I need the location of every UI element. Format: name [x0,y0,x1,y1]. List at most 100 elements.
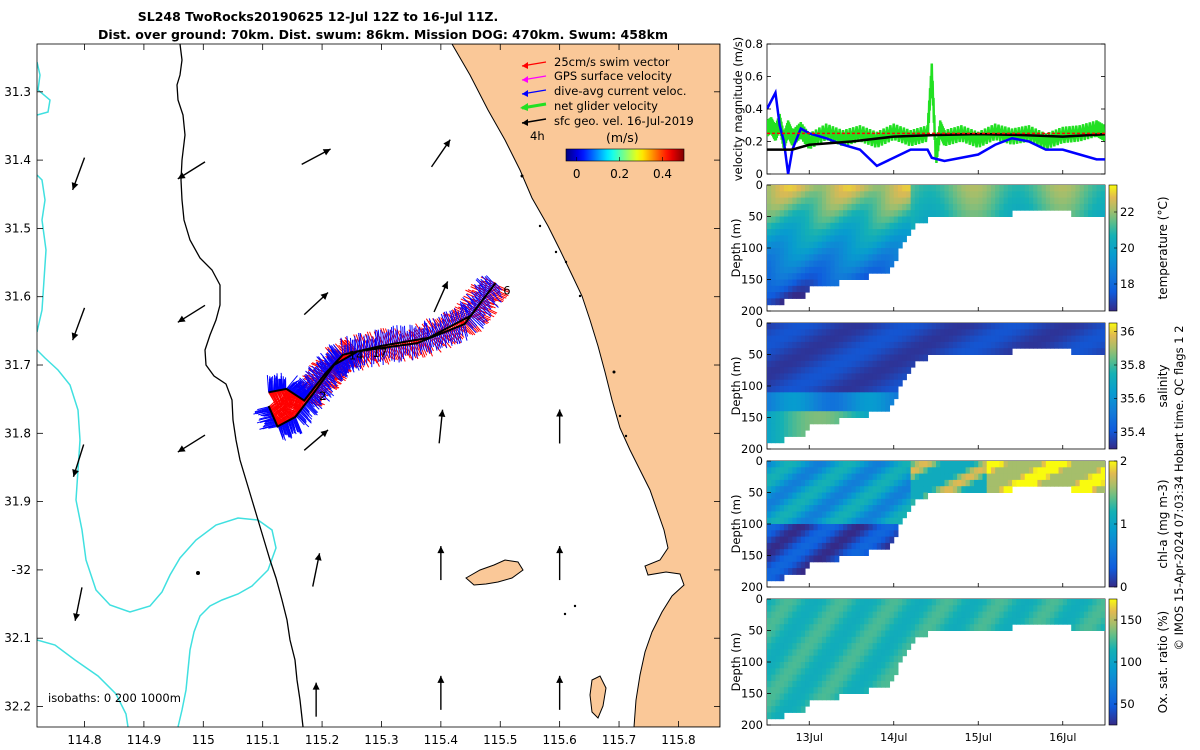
section-cell [965,467,971,475]
current-vector [307,399,315,408]
section-cell [843,329,848,337]
section-cell [796,329,802,337]
section-cell [855,235,861,243]
section-y-tick-label: 200 [741,580,763,594]
section-cell [805,254,810,262]
section-cell [868,605,874,613]
map-x-tick-label: 115.5 [483,733,517,747]
section-cell [805,561,810,569]
section-cell [919,197,924,205]
section-cell [1003,461,1009,468]
section-cell [881,185,886,192]
section-cell [1066,341,1072,349]
section-cell [885,341,891,349]
section-cell [1041,203,1047,211]
section-cell [859,611,865,619]
section-cell [855,643,861,650]
section-cell [783,505,789,512]
section-cell [1083,479,1089,487]
copyright-note: © IMOS 15-Apr-2024 07:03:34 Hobart time.… [1172,325,1186,650]
section-cell [864,687,869,694]
section-cell [779,479,785,487]
section-cell [792,248,798,255]
section-cell [834,674,840,682]
section-cell [957,323,962,330]
current-vector [344,358,350,370]
section-cell [855,216,861,224]
section-cell [817,517,823,525]
section-cell [779,292,785,299]
current-vector [470,301,477,309]
section-cell [864,273,869,280]
section-cell [864,323,869,330]
section-cell [868,386,874,393]
section-cell [965,197,971,205]
section-cell [796,354,802,362]
current-vector [313,392,322,401]
section-cell [767,655,772,663]
section-cell [868,599,874,606]
section-cell [940,467,945,475]
section-cell [821,636,827,644]
colorbar-label: salinity [1156,364,1170,407]
section-cell [893,630,899,638]
section-cell [872,636,878,644]
section-cell [830,536,836,544]
section-cell [1020,197,1026,205]
section-cell [796,549,802,556]
section-cell [864,479,869,487]
current-vector [451,329,456,343]
section-cell [1054,605,1060,613]
section-cell [885,360,891,368]
section-cell [851,329,857,337]
section-cell [1062,617,1068,625]
section-cell [817,649,823,657]
section-cell [817,524,823,531]
section-cell [859,549,865,556]
section-cell [851,210,857,217]
section-cell [923,486,929,493]
section-cell [817,241,823,249]
section-cell [889,360,895,368]
section-cell [902,360,907,368]
section-cell [1062,467,1068,475]
section-cell [800,260,806,268]
section-cell [1028,479,1034,487]
section-cell [1066,605,1072,613]
map-y-tick-label: 31.9 [4,495,31,509]
section-cell [830,524,836,531]
section-cell [771,235,776,243]
section-cell [1058,323,1064,330]
swim-vector [289,395,306,404]
section-cell [826,498,831,506]
section-cell [859,203,865,211]
section-cell [826,492,831,500]
section-cell [885,542,891,550]
section-cell [771,185,776,192]
section-cell [1028,617,1034,625]
section-cell [826,643,831,650]
section-cell [914,341,920,349]
current-vector [308,398,320,410]
section-cell [872,655,878,663]
section-cell [834,185,840,192]
section-cell [1096,341,1102,349]
swim-vector [275,411,293,424]
section-cell [821,611,827,619]
section-cell [855,273,861,280]
geo-vector-head [73,613,81,621]
section-cell [771,662,776,669]
section-cell [1028,473,1034,481]
current-vector [291,382,302,393]
current-vector [353,353,361,368]
section-cell [1007,611,1013,619]
section-cell [851,505,857,512]
section-cell [843,624,848,631]
section-cell [944,605,950,613]
section-cell [792,649,798,657]
section-cell [1037,185,1043,192]
section-cell [792,254,798,262]
section-cell [767,436,772,444]
section-cell [779,574,785,582]
section-cell [796,617,802,625]
